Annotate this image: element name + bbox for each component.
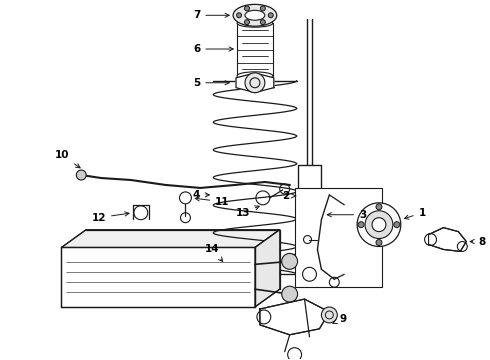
Circle shape (76, 170, 86, 180)
Polygon shape (255, 230, 280, 307)
Circle shape (245, 20, 249, 24)
Text: 11: 11 (195, 197, 230, 207)
Circle shape (245, 6, 249, 11)
Circle shape (237, 13, 242, 18)
Polygon shape (236, 73, 274, 93)
Circle shape (245, 73, 265, 93)
Circle shape (372, 218, 386, 231)
Circle shape (376, 204, 382, 210)
Text: 13: 13 (236, 206, 259, 218)
Polygon shape (297, 165, 321, 255)
Circle shape (394, 222, 400, 228)
Text: 14: 14 (205, 244, 222, 261)
Text: 3: 3 (327, 210, 367, 220)
Polygon shape (61, 247, 255, 307)
Text: 5: 5 (193, 78, 229, 88)
Circle shape (357, 203, 401, 247)
Text: 10: 10 (55, 150, 80, 168)
Text: 4: 4 (193, 190, 209, 200)
Ellipse shape (233, 4, 277, 26)
Circle shape (376, 239, 382, 246)
Text: 6: 6 (193, 44, 233, 54)
Text: 8: 8 (470, 237, 486, 247)
Circle shape (282, 286, 297, 302)
Circle shape (358, 222, 364, 228)
Circle shape (260, 20, 266, 24)
Bar (294, 188, 382, 287)
Ellipse shape (245, 10, 265, 20)
Circle shape (260, 6, 266, 11)
Text: 7: 7 (193, 10, 229, 20)
Text: 12: 12 (92, 212, 129, 223)
Ellipse shape (237, 19, 273, 27)
Polygon shape (429, 228, 466, 251)
Polygon shape (61, 230, 280, 247)
Text: 2: 2 (282, 191, 295, 201)
Ellipse shape (237, 72, 273, 80)
Text: 1: 1 (404, 208, 426, 219)
Polygon shape (260, 299, 329, 335)
Circle shape (365, 211, 393, 239)
Text: 9: 9 (333, 314, 346, 324)
Circle shape (269, 13, 273, 18)
Circle shape (282, 253, 297, 269)
Circle shape (321, 307, 337, 323)
